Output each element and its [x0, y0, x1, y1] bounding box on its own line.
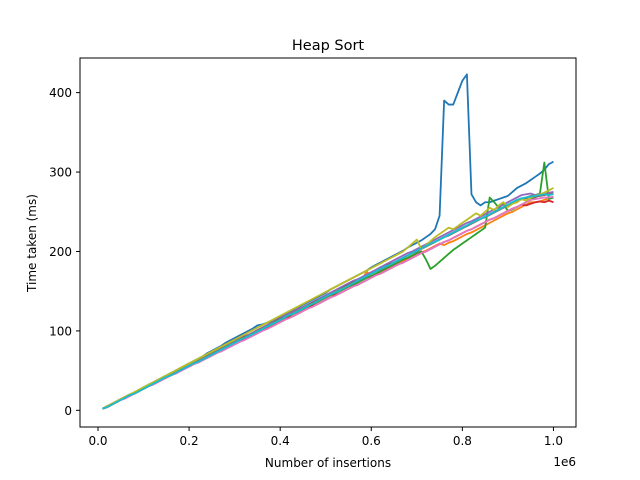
y-tick-label: 0 — [64, 404, 72, 418]
series-line-10 — [102, 193, 554, 410]
x-axis-ticks: 0.0 0.2 0.4 0.6 0.8 1.0 — [88, 427, 563, 448]
x-tick-label: 1.0 — [544, 434, 563, 448]
plot-frame — [79, 57, 577, 428]
series-line-9 — [102, 187, 554, 410]
x-axis-label: Number of insertions — [265, 456, 391, 470]
y-axis-label: Time taken (ms) — [25, 194, 39, 293]
x-tick-label: 0.2 — [180, 434, 199, 448]
y-tick-label: 400 — [49, 86, 72, 100]
y-axis-ticks: 0 100 200 300 400 — [49, 86, 80, 418]
x-tick-label: 0.6 — [362, 434, 381, 448]
x-axis-offset-label: 1e6 — [553, 455, 576, 469]
y-tick-label: 200 — [49, 245, 72, 259]
chart-title: Heap Sort — [292, 38, 365, 54]
series-lines — [102, 73, 554, 410]
x-tick-label: 0.0 — [88, 434, 107, 448]
y-tick-label: 300 — [49, 166, 72, 180]
x-tick-label: 0.8 — [453, 434, 472, 448]
x-tick-label: 0.4 — [271, 434, 290, 448]
y-tick-label: 100 — [49, 324, 72, 338]
